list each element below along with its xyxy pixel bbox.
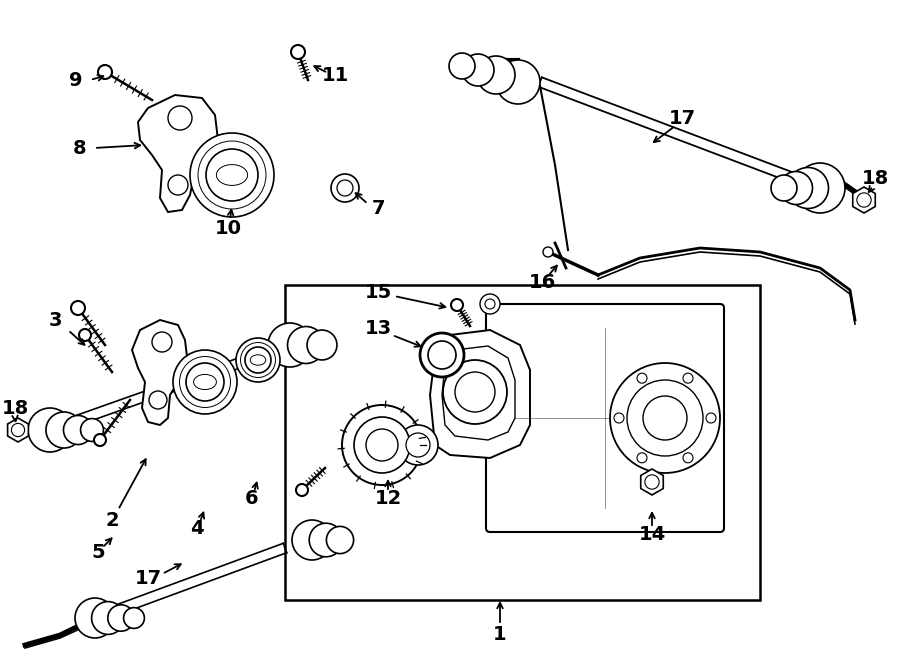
Text: 14: 14 [638, 526, 666, 545]
Circle shape [428, 341, 456, 369]
Circle shape [477, 56, 515, 94]
Text: 9: 9 [69, 70, 83, 89]
Circle shape [683, 453, 693, 463]
Circle shape [706, 413, 716, 423]
Circle shape [108, 605, 134, 631]
Polygon shape [852, 187, 876, 213]
Text: 18: 18 [861, 169, 888, 187]
Circle shape [245, 347, 271, 373]
Circle shape [168, 175, 188, 195]
Polygon shape [138, 95, 218, 212]
Circle shape [206, 149, 258, 201]
Circle shape [292, 520, 332, 560]
Text: 3: 3 [49, 310, 62, 330]
Circle shape [637, 373, 647, 383]
Text: 10: 10 [214, 218, 241, 238]
Circle shape [485, 299, 495, 309]
Circle shape [683, 373, 693, 383]
Text: 13: 13 [364, 318, 392, 338]
Circle shape [12, 424, 24, 437]
Circle shape [462, 54, 494, 86]
Circle shape [366, 429, 398, 461]
Text: 1: 1 [493, 626, 507, 645]
Circle shape [152, 332, 172, 352]
Text: 8: 8 [73, 138, 86, 158]
Circle shape [627, 380, 703, 456]
Text: 17: 17 [669, 109, 696, 128]
Circle shape [46, 412, 82, 448]
Circle shape [771, 175, 797, 201]
Circle shape [451, 299, 463, 311]
Text: 2: 2 [105, 511, 119, 530]
Circle shape [98, 65, 112, 79]
Circle shape [190, 133, 274, 217]
Circle shape [236, 338, 280, 382]
FancyBboxPatch shape [486, 304, 724, 532]
Circle shape [268, 323, 312, 367]
Circle shape [75, 598, 115, 638]
Circle shape [610, 363, 720, 473]
Circle shape [449, 53, 475, 79]
Circle shape [307, 330, 337, 360]
Circle shape [443, 360, 507, 424]
Text: 15: 15 [364, 283, 392, 301]
Text: 18: 18 [2, 399, 29, 418]
Circle shape [64, 416, 93, 444]
Circle shape [779, 171, 813, 205]
Polygon shape [7, 418, 29, 442]
Text: 11: 11 [321, 66, 348, 85]
Circle shape [420, 333, 464, 377]
Circle shape [79, 329, 91, 341]
Text: 6: 6 [245, 489, 259, 508]
Circle shape [186, 363, 224, 401]
Circle shape [296, 484, 308, 496]
Polygon shape [442, 346, 515, 440]
Circle shape [543, 247, 553, 257]
Polygon shape [430, 330, 530, 458]
Circle shape [496, 60, 540, 104]
Circle shape [310, 523, 343, 557]
Circle shape [287, 326, 325, 363]
Circle shape [168, 106, 192, 130]
Circle shape [398, 425, 438, 465]
Circle shape [81, 418, 104, 442]
Circle shape [480, 294, 500, 314]
Circle shape [149, 391, 167, 409]
Polygon shape [641, 469, 663, 495]
Circle shape [643, 396, 687, 440]
Circle shape [331, 174, 359, 202]
Circle shape [637, 453, 647, 463]
Circle shape [342, 405, 422, 485]
Circle shape [173, 350, 237, 414]
Circle shape [354, 417, 410, 473]
Text: 7: 7 [372, 199, 385, 218]
Circle shape [123, 608, 144, 628]
Polygon shape [132, 320, 188, 425]
Circle shape [644, 475, 659, 489]
Circle shape [795, 163, 845, 213]
Text: 4: 4 [190, 518, 203, 538]
Text: 12: 12 [374, 489, 401, 508]
Circle shape [94, 434, 106, 446]
Text: 16: 16 [528, 273, 555, 291]
Text: 5: 5 [91, 542, 104, 561]
Circle shape [788, 167, 829, 209]
Circle shape [327, 526, 354, 553]
Circle shape [614, 413, 624, 423]
Circle shape [857, 193, 871, 207]
Circle shape [291, 45, 305, 59]
Text: 17: 17 [134, 569, 162, 587]
Circle shape [455, 372, 495, 412]
Circle shape [337, 180, 353, 196]
Circle shape [92, 602, 124, 634]
Bar [285, 285, 760, 600]
Circle shape [28, 408, 72, 452]
Circle shape [71, 301, 85, 315]
Circle shape [406, 433, 430, 457]
